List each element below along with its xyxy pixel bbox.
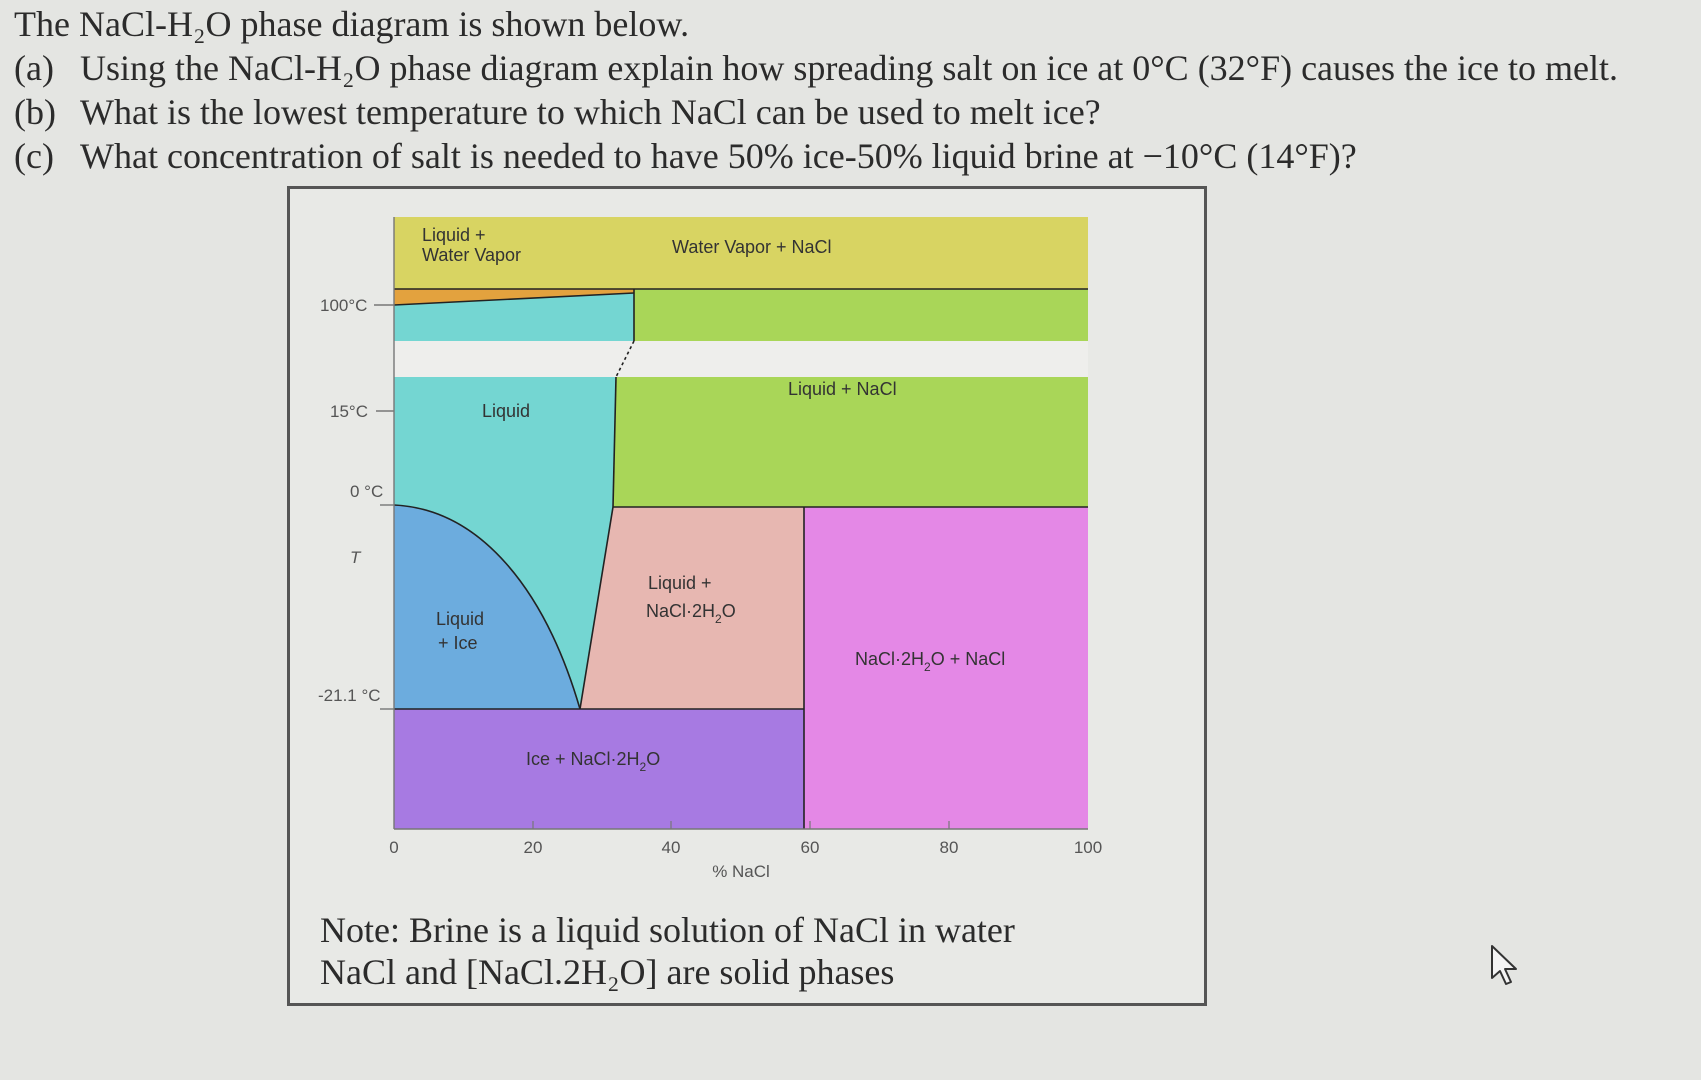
- boundary-orange-line: [393, 292, 635, 306]
- y-label-t: T: [350, 548, 362, 567]
- question-a-label: (a): [14, 48, 54, 88]
- region-hydrate-nacl: [804, 507, 1088, 829]
- note-line-2: NaCl and [NaCl.2H₂O] are solid phases: [320, 952, 895, 992]
- label-liquid: Liquid: [482, 401, 530, 421]
- x-tick-60: 60: [801, 838, 820, 857]
- question-b: (b) What is the lowest temperature to whi…: [14, 90, 1684, 134]
- x-tick-40: 40: [662, 838, 681, 857]
- x-tick-marks: [532, 821, 950, 829]
- boundary-liquidus-left: [393, 504, 581, 710]
- y-label-21: -21.1 °C: [318, 686, 381, 705]
- question-a: (a) Using the NaCl-H₂O phase diagram expl…: [14, 46, 1684, 90]
- region-ice-hydrate: [394, 709, 804, 829]
- label-liquid-ice-2: + Ice: [438, 633, 478, 653]
- question-c: (c) What concentration of salt is needed …: [14, 134, 1684, 178]
- mouse-cursor-icon: [1490, 944, 1520, 993]
- label-ice-hydrate: Ice + NaCl·2H2O: [526, 749, 660, 774]
- label-liquid-vapor-1: Liquid +: [422, 225, 486, 245]
- region-liquid-ice: [394, 505, 580, 709]
- question-b-label: (b): [14, 92, 56, 132]
- region-labels: Liquid + Water Vapor Water Vapor + NaCl …: [422, 225, 1005, 774]
- region-liquid-nacl: [613, 377, 1088, 507]
- boundary-liquidus-right: [579, 506, 614, 710]
- region-liquid-nacl-upper: [634, 289, 1088, 341]
- label-vapor-nacl: Water Vapor + NaCl: [672, 237, 832, 257]
- question-block: The NaCl-H₂O phase diagram is shown belo…: [14, 2, 1684, 178]
- label-liquid-ice-1: Liquid: [436, 609, 484, 629]
- question-c-text: What concentration of salt is needed to …: [80, 136, 1357, 176]
- question-a-text: Using the NaCl-H₂O phase diagram explain…: [80, 48, 1618, 88]
- question-b-text: What is the lowest temperature to which …: [80, 92, 1101, 132]
- x-tick-0: 0: [389, 838, 398, 857]
- axis-break-gap: [394, 341, 1088, 377]
- figure-frame: 100°C 15°C 0 °C T -21.1 °C 0 20 40 60 80…: [287, 186, 1207, 1006]
- label-liquid-nacl: Liquid + NaCl: [788, 379, 897, 399]
- x-tick-80: 80: [940, 838, 959, 857]
- region-vapor-band: [394, 217, 1088, 289]
- label-hydrate-nacl: NaCl·2H2O + NaCl: [855, 649, 1005, 674]
- x-tick-labels: 0 20 40 60 80 100: [389, 838, 1102, 857]
- axes: [374, 217, 1088, 830]
- y-labels: 100°C 15°C 0 °C T -21.1 °C: [318, 296, 383, 705]
- label-liquid-hydrate-1: Liquid +: [648, 573, 712, 593]
- y-label-15: 15°C: [330, 402, 368, 421]
- boundary-solubility: [612, 376, 617, 508]
- x-axis-label: % NaCl: [712, 862, 770, 881]
- label-liquid-hydrate-2: NaCl·2H2O: [646, 601, 736, 626]
- region-liquid-hydrate: [580, 507, 804, 709]
- x-tick-100: 100: [1074, 838, 1102, 857]
- region-liquid: [394, 377, 616, 709]
- y-label-0: 0 °C: [350, 482, 383, 501]
- phase-diagram: 100°C 15°C 0 °C T -21.1 °C 0 20 40 60 80…: [318, 217, 1102, 881]
- note-block: Note: Brine is a liquid solution of NaCl…: [320, 909, 1015, 993]
- question-intro: The NaCl-H₂O phase diagram is shown belo…: [14, 4, 690, 44]
- label-liquid-vapor-2: Water Vapor: [422, 245, 521, 265]
- boundary-dashed: [615, 340, 635, 378]
- question-c-label: (c): [14, 136, 54, 176]
- x-tick-20: 20: [524, 838, 543, 857]
- note-line-1: Note: Brine is a liquid solution of NaCl…: [320, 910, 1015, 950]
- region-liquid-vapor-orange: [394, 289, 634, 305]
- y-label-100: 100°C: [320, 296, 367, 315]
- phase-boundaries: [393, 288, 1088, 829]
